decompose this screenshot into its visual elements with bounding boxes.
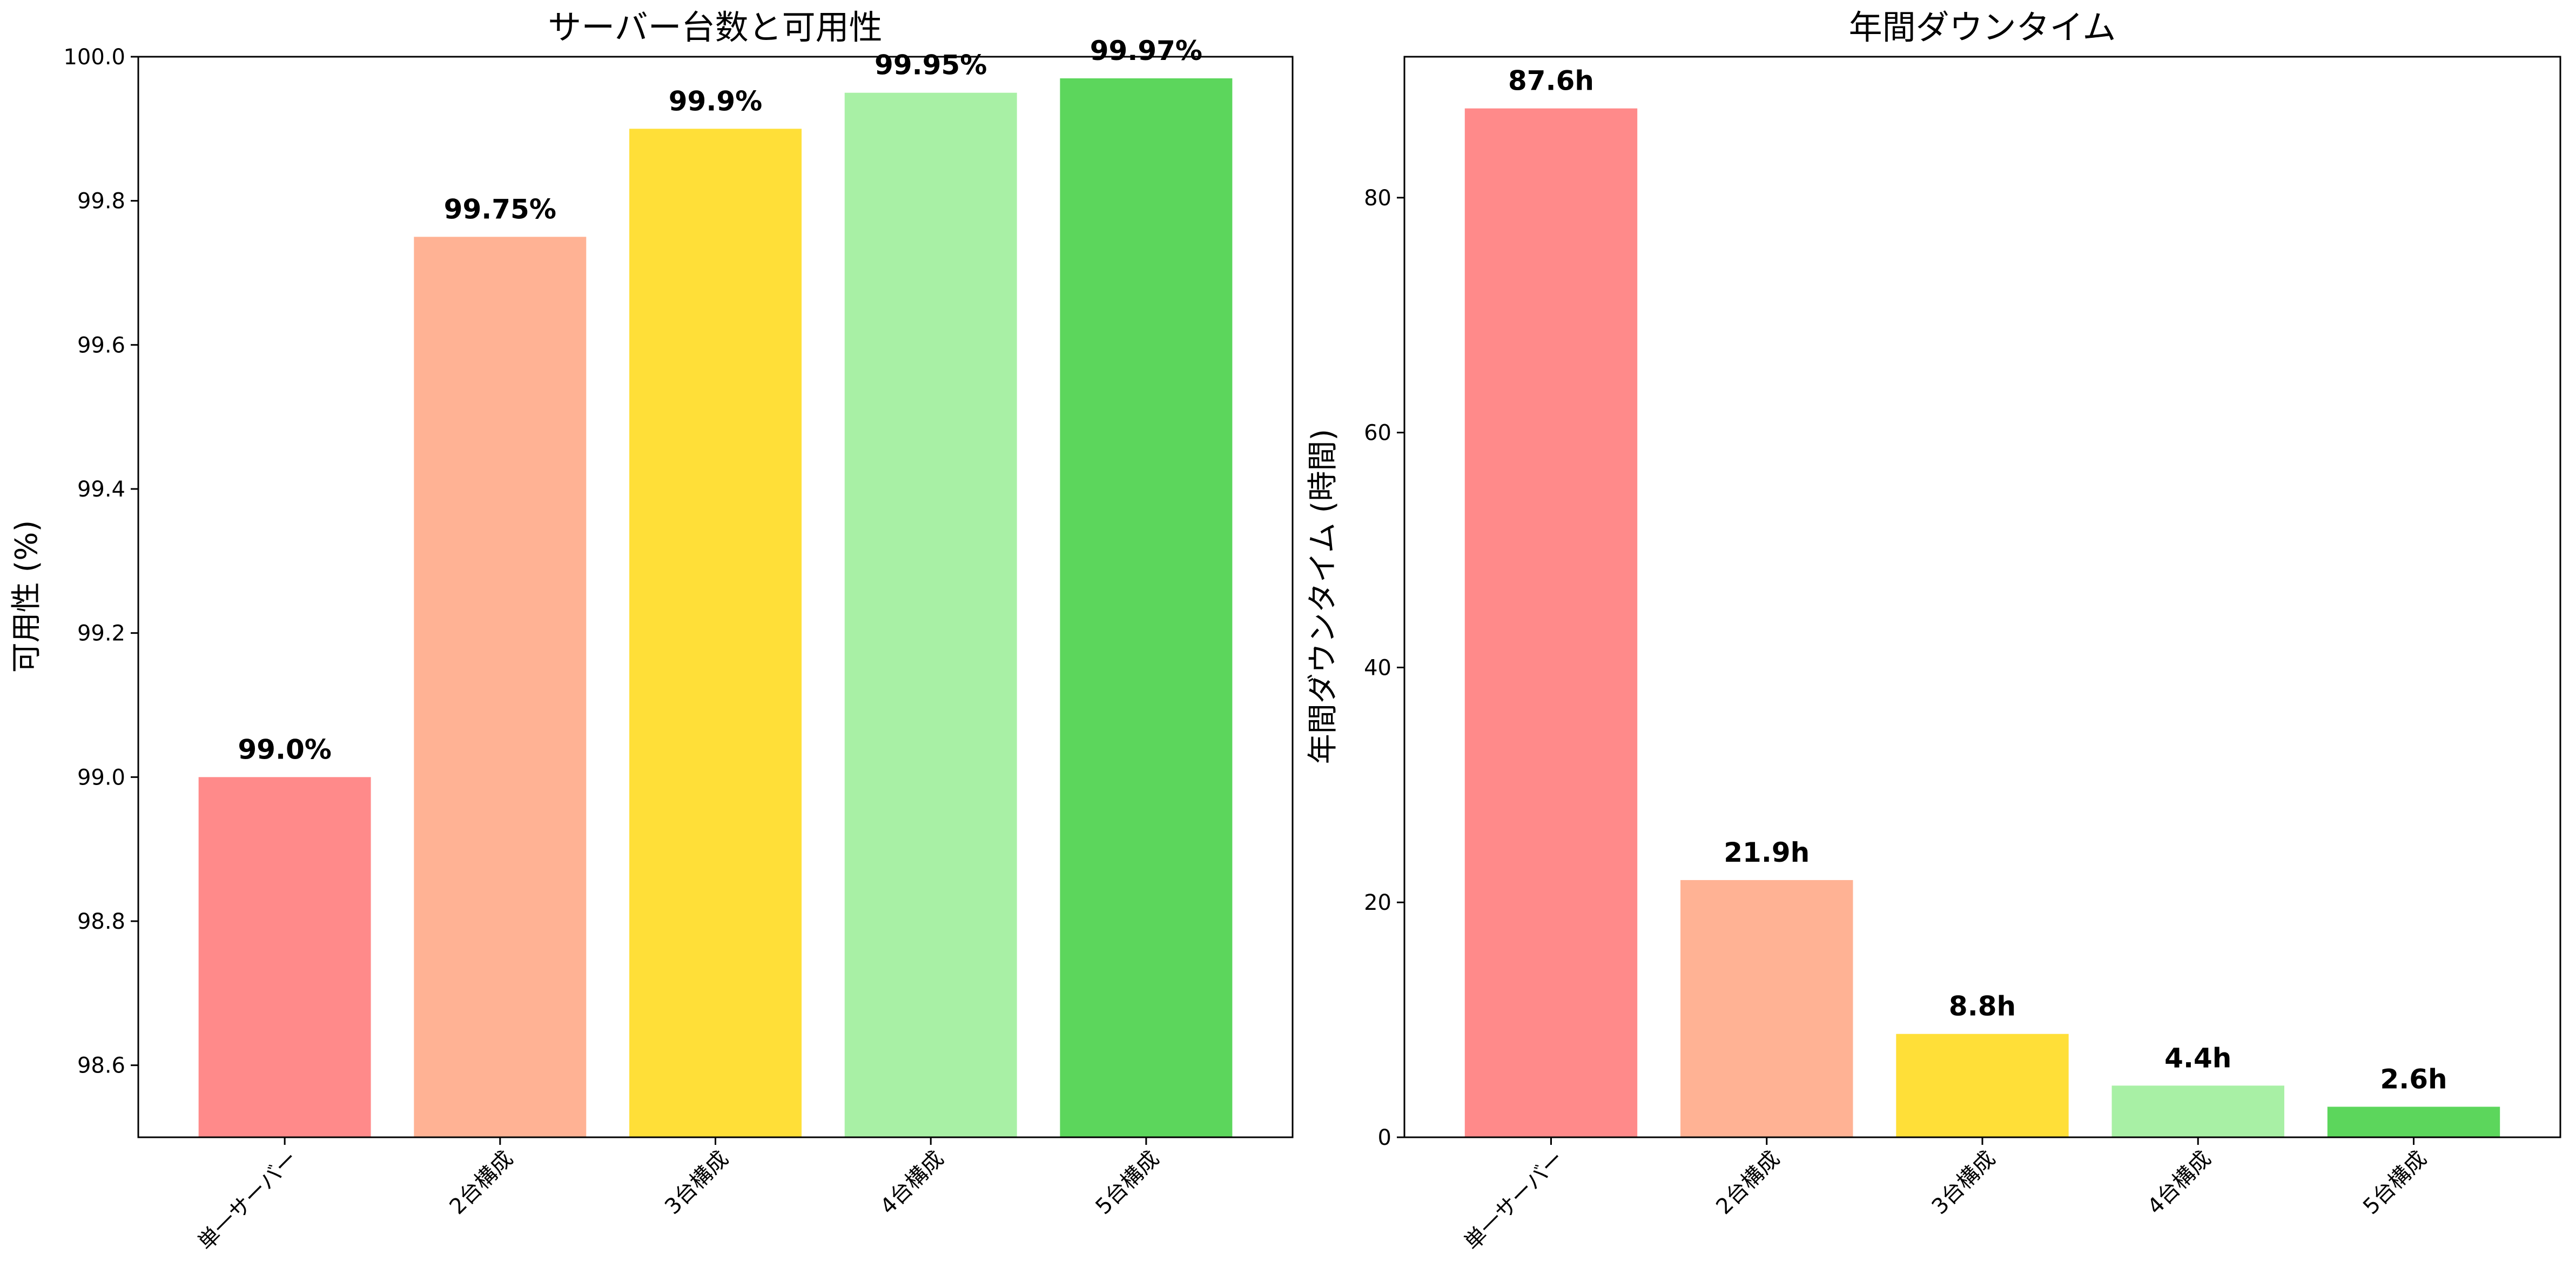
y-tick-label: 98.6 — [77, 1054, 125, 1078]
y-tick-label: 0 — [1378, 1125, 1391, 1150]
plot-area: 0 20 40 60 80 87.6h 単一サーバー 21.9h 2台構成 8.8h 3台構成 4.4… — [1364, 65, 2500, 1256]
x-tick-label: 単一サーバー — [193, 1146, 302, 1256]
availability-chart: サーバー台数と可用性 可用性 (%) 98.698.899.099.299.49… — [9, 8, 1294, 1256]
plot-area: 98.6 98.8 99.0 99.2 99.4 99.6 99.8 100.0 99.0% 単一… — [63, 35, 1233, 1256]
y-tick-label: 99.2 — [77, 621, 125, 646]
y-tick-label: 40 — [1364, 655, 1391, 680]
chart-title: サーバー台数と可用性 — [548, 8, 882, 47]
bar — [1896, 1034, 2069, 1137]
y-tick-label: 80 — [1364, 186, 1391, 211]
y-axis-label: 年間ダウンタイム (時間) — [1306, 429, 1341, 764]
bar — [2111, 1085, 2284, 1137]
y-tick-label: 20 — [1364, 890, 1391, 915]
bar — [1680, 880, 1853, 1137]
y-tick-label: 100.0 — [63, 45, 125, 70]
data-label: 99.9% — [669, 85, 762, 117]
data-label: 99.0% — [238, 734, 331, 765]
bar — [844, 92, 1017, 1138]
bar — [1060, 78, 1233, 1137]
bar — [414, 237, 587, 1137]
x-tick-label: 3台構成 — [1927, 1146, 2000, 1219]
data-label: 21.9h — [1724, 837, 1810, 868]
data-label: 2.6h — [2380, 1063, 2447, 1095]
x-tick-label: 2台構成 — [1711, 1146, 1784, 1219]
data-label: 99.95% — [875, 50, 987, 81]
x-tick-label: 4台構成 — [876, 1146, 949, 1219]
y-tick-label: 99.4 — [77, 477, 125, 502]
x-tick-label: 単一サーバー — [1460, 1146, 1569, 1256]
data-label: 99.75% — [444, 193, 556, 225]
chart-title: 年間ダウンタイム — [1849, 8, 2116, 47]
y-axis-label: 可用性 (%) — [9, 520, 44, 673]
data-label: 8.8h — [1949, 991, 2016, 1022]
downtime-chart: 年間ダウンタイム 年間ダウンタイム (時間) 0 20 40 60 80 87.6h 単一サ… — [1306, 8, 2561, 1256]
plot-frame — [1403, 56, 2561, 1138]
x-tick-label: 5台構成 — [1091, 1146, 1164, 1219]
y-tick-label: 99.6 — [77, 333, 125, 358]
x-tick-label: 2台構成 — [445, 1146, 517, 1219]
y-tick-label: 60 — [1364, 421, 1391, 446]
bar — [1464, 108, 1638, 1137]
y-tick-label: 99.8 — [77, 189, 125, 214]
y-tick-label: 99.0 — [77, 765, 125, 790]
data-label: 87.6h — [1508, 65, 1594, 97]
data-label: 4.4h — [2164, 1042, 2231, 1074]
bar — [198, 777, 371, 1137]
plot-frame — [137, 56, 1294, 1138]
x-tick-label: 3台構成 — [660, 1146, 733, 1219]
x-tick-label: 4台構成 — [2143, 1146, 2216, 1219]
y-tick-label: 98.8 — [77, 909, 125, 934]
data-label: 99.97% — [1090, 35, 1202, 66]
bar — [2327, 1106, 2500, 1137]
bar — [629, 129, 802, 1137]
x-tick-label: 5台構成 — [2358, 1146, 2431, 1219]
